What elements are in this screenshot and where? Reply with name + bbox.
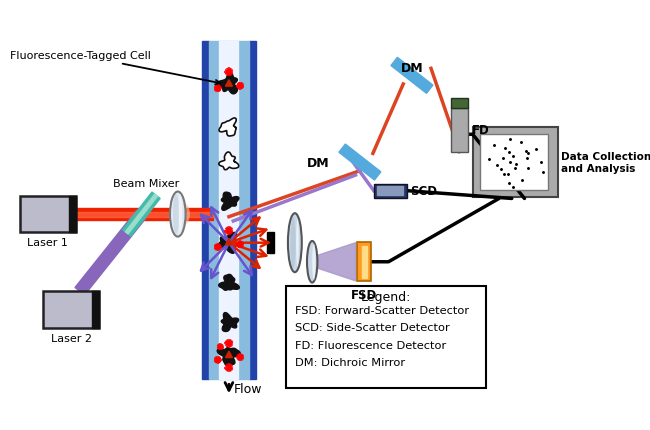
Text: Laser 1: Laser 1	[27, 238, 68, 248]
Bar	[363, 246, 367, 278]
Polygon shape	[218, 233, 238, 254]
Polygon shape	[218, 275, 239, 291]
Ellipse shape	[291, 217, 296, 269]
Text: Fluorescence-Tagged Cell: Fluorescence-Tagged Cell	[10, 51, 220, 85]
Text: FSD: FSD	[351, 289, 378, 301]
Polygon shape	[226, 239, 233, 245]
Polygon shape	[125, 195, 157, 234]
Ellipse shape	[288, 214, 302, 273]
Bar	[473, 128, 558, 197]
Text: FSD: Forward-Scatter Detector: FSD: Forward-Scatter Detector	[295, 305, 469, 315]
Bar	[76, 213, 213, 217]
Bar	[377, 187, 403, 196]
Text: SCD: Side-Scatter Detector: SCD: Side-Scatter Detector	[295, 323, 450, 333]
Bar	[249, 42, 256, 379]
Polygon shape	[391, 58, 433, 94]
Polygon shape	[217, 348, 240, 366]
Polygon shape	[123, 193, 160, 237]
Polygon shape	[219, 119, 236, 137]
Ellipse shape	[179, 195, 182, 234]
Polygon shape	[226, 80, 233, 87]
Bar	[209, 42, 249, 379]
Polygon shape	[339, 145, 381, 181]
Polygon shape	[219, 153, 239, 170]
Ellipse shape	[174, 203, 190, 227]
Polygon shape	[75, 211, 146, 295]
Bar	[286, 286, 486, 388]
Text: Legend:: Legend:	[361, 291, 411, 304]
Polygon shape	[222, 193, 239, 211]
Polygon shape	[226, 351, 233, 358]
Bar	[20, 197, 76, 233]
Bar	[374, 184, 407, 198]
Text: Data Collection
and Analysis: Data Collection and Analysis	[561, 152, 650, 173]
Polygon shape	[217, 74, 237, 95]
Ellipse shape	[170, 192, 186, 237]
Bar	[43, 292, 99, 328]
Ellipse shape	[173, 195, 179, 234]
Bar	[76, 209, 213, 221]
Bar	[220, 42, 239, 379]
Bar	[358, 243, 371, 282]
Bar	[69, 197, 76, 233]
Ellipse shape	[296, 219, 299, 267]
Text: DM: Dichroic Mirror: DM: Dichroic Mirror	[295, 357, 405, 367]
Text: Laser 2: Laser 2	[51, 333, 92, 343]
Text: SCD: SCD	[410, 185, 437, 198]
Polygon shape	[309, 243, 356, 281]
Text: DM: DM	[307, 156, 330, 169]
Polygon shape	[221, 313, 239, 332]
Bar	[267, 233, 274, 254]
Ellipse shape	[312, 244, 316, 280]
Text: Flow: Flow	[233, 382, 262, 395]
Bar	[202, 42, 209, 379]
Text: Beam Mixer: Beam Mixer	[112, 178, 179, 188]
Bar	[451, 109, 468, 152]
Text: FD: FD	[472, 124, 489, 137]
Text: DM: DM	[400, 62, 423, 75]
Bar	[92, 292, 99, 328]
Bar	[480, 135, 548, 190]
Ellipse shape	[307, 241, 317, 283]
Text: FD: Fluorescence Detector: FD: Fluorescence Detector	[295, 340, 446, 350]
Bar	[451, 98, 468, 109]
